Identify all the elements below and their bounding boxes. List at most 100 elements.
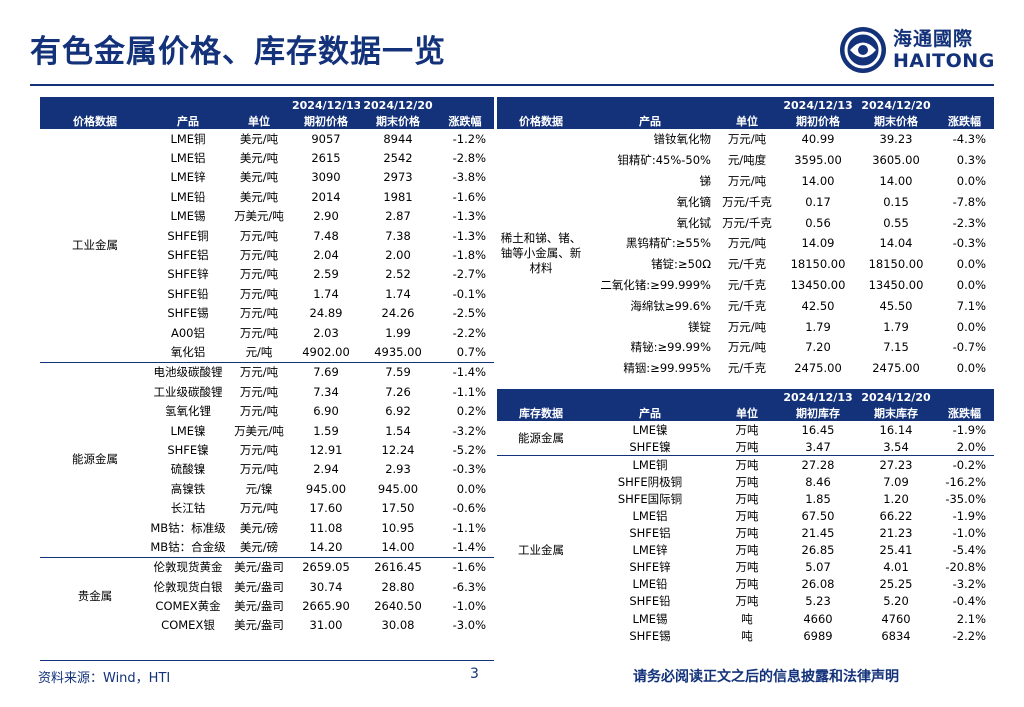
product-cell: 精铟:≥99.995% — [623, 361, 711, 376]
footer-divider — [40, 660, 494, 661]
product-cell: MB钴：合金级 — [150, 539, 226, 554]
end-value-cell: 4760 — [881, 611, 911, 626]
end-value-cell: 3605.00 — [872, 153, 920, 168]
change-cell: -0.3% — [952, 236, 986, 251]
unit-cell: 元/千克 — [727, 257, 767, 272]
change-cell: -0.7% — [952, 340, 986, 355]
unit-cell: 万元/千克 — [722, 215, 772, 230]
unit-cell: 万元/吨 — [226, 361, 292, 383]
end-value-cell: 0.15 — [883, 194, 909, 209]
unit-cell: 万吨 — [735, 594, 759, 609]
end-value-cell: 2475.00 — [872, 361, 920, 376]
change-cell: -1.4% — [436, 361, 494, 383]
product-cell: LME铜 — [170, 131, 206, 146]
table-row: A00铝 万元/吨 2.03 1.99 -2.2% — [40, 323, 494, 342]
date-start: 2024/12/13 — [292, 97, 360, 113]
table-row: MB钴：标准级 美元/磅 11.08 10.95 -1.1% — [40, 518, 494, 537]
right-date-row: 2024/12/13 2024/12/20 — [497, 97, 994, 113]
start-value-cell: 14.00 — [801, 173, 835, 188]
unit-cell: 万元/吨 — [239, 384, 279, 399]
change-cell: -1.2% — [452, 131, 486, 146]
logo-chinese-name: 海通國際 — [893, 28, 974, 50]
product-cell: 精铋:≥99.99% — [630, 340, 711, 355]
company-logo: 海通國際 HAITONG — [838, 22, 998, 78]
unit-cell: 美元/吨 — [239, 151, 279, 166]
start-value-cell: 3.47 — [805, 439, 831, 454]
change-cell: -16.2% — [945, 474, 986, 489]
change-cell: 7.1% — [956, 298, 986, 313]
end-value-cell: 5.20 — [883, 594, 909, 609]
start-value-cell: 26.08 — [801, 577, 835, 592]
unit-cell: 美元/磅 — [239, 520, 279, 535]
table-row: 稀土和锑、锗、铀等小金属、新材料 镨钕氧化物 万元/吨 40.99 39.23 -4.3% — [497, 129, 994, 275]
change-cell: 0.0% — [956, 257, 986, 272]
unit-cell: 元/千克 — [727, 298, 767, 313]
end-value-cell: 4.01 — [883, 560, 909, 575]
change-cell: -1.3% — [452, 228, 486, 243]
unit-cell: 美元/盎司 — [226, 556, 292, 577]
start-value-cell: 2.59 — [313, 267, 339, 282]
start-value-cell: 5.07 — [805, 560, 831, 575]
change-cell: 0.0% — [956, 173, 986, 188]
change-cell: -1.1% — [452, 520, 486, 535]
change-cell: -2.2% — [452, 325, 486, 340]
col-header-end-price: 期末价格 — [857, 113, 935, 129]
product-cell: SHFE锡 — [167, 306, 209, 321]
change-cell: -0.6% — [452, 501, 486, 516]
unit-cell: 美元/吨 — [239, 170, 279, 185]
end-value-cell: 28.80 — [381, 579, 415, 594]
unit-cell: 万吨 — [735, 560, 759, 575]
end-value-cell: 17.50 — [381, 501, 415, 516]
product-cell: 钼精矿:45%-50% — [617, 153, 711, 168]
unit-cell: 美元/盎司 — [234, 579, 284, 594]
product-cell: COMEX银 — [161, 618, 215, 633]
unit-cell: 万元/吨 — [727, 132, 767, 147]
unit-cell: 万元/吨 — [239, 501, 279, 516]
unit-cell: 万吨 — [735, 422, 759, 437]
unit-cell: 万美元/吨 — [234, 423, 284, 438]
end-value-cell: 13450.00 — [868, 277, 924, 292]
col-header-start-stock: 期初库存 — [779, 405, 857, 421]
product-cell: A00铝 — [170, 325, 205, 340]
start-value-cell: 2.90 — [313, 209, 339, 224]
end-value-cell: 2.87 — [385, 209, 411, 224]
change-cell: -5.4% — [952, 543, 986, 558]
table-row: 能源金属 电池级碳酸锂 万元/吨 7.69 7.59 -1.4% — [40, 361, 494, 558]
start-value-cell: 21.45 — [801, 526, 835, 541]
product-cell: SHFE锌 — [167, 267, 209, 282]
product-cell: SHFE铜 — [167, 228, 209, 243]
unit-cell: 万元/吨 — [727, 340, 767, 355]
table-row: 精铋:≥99.99% 万元/吨 7.20 7.15 -0.7% — [497, 337, 994, 358]
right-price-table: 2024/12/13 2024/12/20 价格数据 产品 单位 期初价格 期末… — [497, 97, 994, 379]
end-value-cell: 8944 — [383, 131, 413, 146]
unit-cell: 万元/吨 — [239, 442, 279, 457]
table-row: 工业金属 LME铜 万吨 27.28 27.23 -0.2% — [497, 455, 994, 645]
table-row: LME锌 美元/吨 3090 2973 -3.8% — [40, 168, 494, 187]
unit-cell: 万元/吨 — [239, 228, 279, 243]
change-cell: -35.0% — [945, 491, 986, 506]
group-label: 工业金属 — [497, 455, 585, 645]
start-value-cell: 2.94 — [313, 462, 339, 477]
start-value-cell: 4660 — [803, 611, 833, 626]
change-cell: -3.2% — [452, 423, 486, 438]
start-value-cell: 5.23 — [805, 594, 831, 609]
table-row: LME锡 吨 4660 4760 2.1% — [497, 610, 994, 627]
unit-cell: 万元/吨 — [727, 173, 767, 188]
end-value-cell: 7.15 — [883, 340, 909, 355]
product-cell: SHFE铅 — [167, 286, 209, 301]
unit-cell: 万元/千克 — [722, 194, 772, 209]
col-header-product: 产品 — [585, 113, 715, 129]
change-cell: -2.3% — [952, 215, 986, 230]
unit-cell: 吨 — [741, 611, 753, 626]
end-value-cell: 1.79 — [883, 319, 909, 334]
table-row: 能源金属 LME镍 万吨 16.45 16.14 -1.9% — [497, 421, 994, 445]
start-value-cell: 2615 — [311, 151, 341, 166]
unit-cell: 万美元/吨 — [234, 209, 284, 224]
date-start: 2024/12/13 — [779, 389, 857, 405]
change-cell: -1.8% — [452, 248, 486, 263]
start-value-cell: 17.60 — [309, 501, 343, 516]
start-value-cell: 27.28 — [779, 455, 857, 474]
start-value-cell: 2.04 — [313, 248, 339, 263]
change-cell: -1.9% — [952, 509, 986, 524]
date-start: 2024/12/13 — [779, 97, 857, 113]
